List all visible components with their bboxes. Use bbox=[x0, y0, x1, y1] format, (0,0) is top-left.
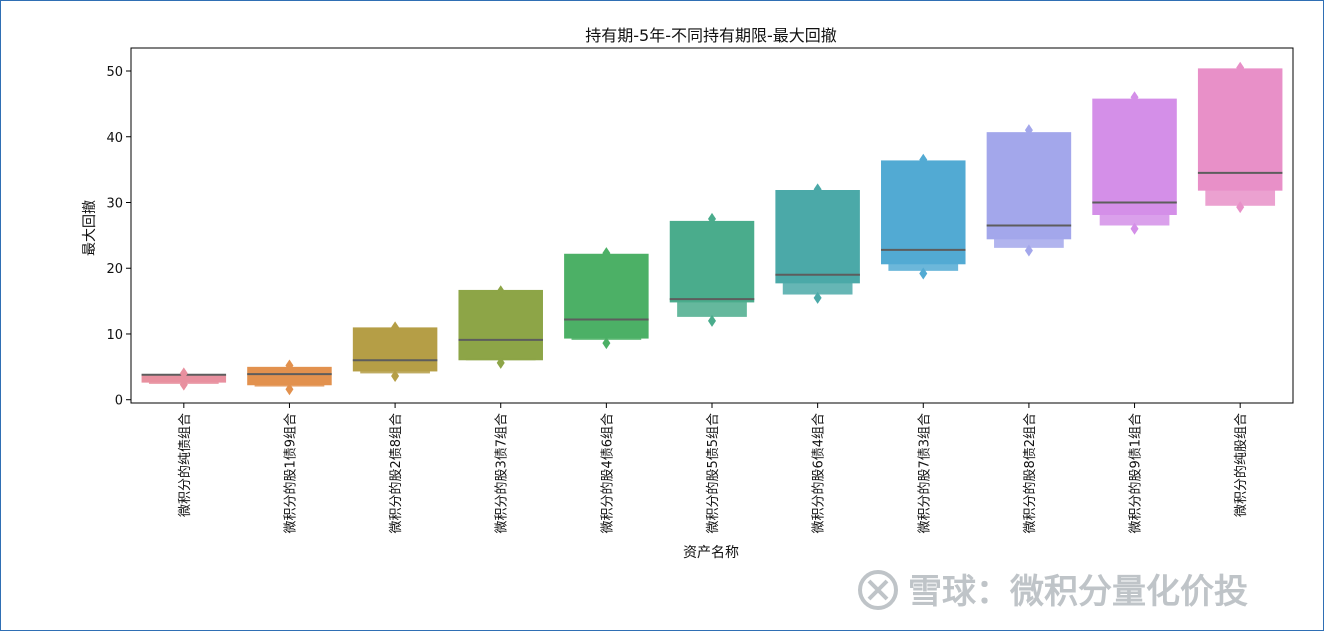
outlier-marker bbox=[1130, 222, 1139, 235]
y-axis-label: 最大回撤 bbox=[82, 200, 98, 256]
x-tick-label: 微积分的股4债6组合 bbox=[599, 413, 615, 534]
outlier-marker bbox=[1130, 91, 1139, 104]
box-level bbox=[352, 327, 438, 372]
box-level bbox=[888, 263, 959, 271]
outlier-marker bbox=[602, 337, 611, 350]
outlier-marker bbox=[1236, 201, 1245, 214]
x-tick-label: 微积分的股1债9组合 bbox=[282, 413, 298, 534]
x-axis-label: 资产名称 bbox=[683, 545, 739, 561]
x-tick-label: 微积分的股6债4组合 bbox=[811, 413, 827, 534]
box-level bbox=[564, 253, 649, 339]
outlier-marker bbox=[1024, 124, 1033, 137]
outlier-marker bbox=[919, 153, 928, 166]
y-tick-label: 10 bbox=[106, 328, 123, 343]
box-level bbox=[1197, 68, 1283, 191]
chart-title: 持有期-5年-不同持有期限-最大回撤 bbox=[585, 26, 837, 45]
x-tick-label: 微积分的股5债5组合 bbox=[705, 413, 721, 534]
x-tick-label: 微积分的股7债3组合 bbox=[916, 413, 932, 534]
outlier-marker bbox=[179, 378, 188, 391]
box-level bbox=[994, 238, 1064, 248]
box-level bbox=[677, 301, 747, 317]
outlier-marker bbox=[496, 285, 505, 298]
box-level bbox=[1205, 190, 1276, 206]
outlier-marker bbox=[391, 370, 400, 383]
x-tick-label: 微积分的股3债7组合 bbox=[494, 413, 510, 534]
outlier-marker bbox=[496, 356, 505, 369]
y-tick-label: 30 bbox=[106, 196, 123, 211]
x-tick-label: 微积分的股2债8组合 bbox=[388, 413, 404, 534]
box-level bbox=[775, 190, 860, 284]
outlier-marker bbox=[1236, 61, 1245, 74]
xueqiu-logo-icon bbox=[858, 570, 898, 610]
outlier-marker bbox=[179, 367, 188, 380]
y-tick-label: 20 bbox=[106, 262, 123, 277]
outlier-marker bbox=[708, 212, 716, 225]
outlier-marker bbox=[602, 247, 611, 260]
outlier-marker bbox=[1024, 244, 1033, 257]
y-tick-label: 0 bbox=[115, 394, 123, 409]
box-level bbox=[986, 132, 1072, 240]
x-tick-label: 微积分的纯股组合 bbox=[1233, 413, 1249, 517]
watermark-text: 雪球：微积分量化价投 bbox=[908, 572, 1248, 612]
outlier-marker bbox=[391, 321, 400, 334]
box-level bbox=[782, 282, 853, 295]
x-tick-label: 微积分的股9债1组合 bbox=[1128, 413, 1144, 534]
outlier-marker bbox=[813, 291, 822, 304]
y-tick-label: 50 bbox=[106, 65, 123, 80]
outlier-marker bbox=[285, 383, 294, 396]
box-level bbox=[247, 366, 332, 386]
y-tick-label: 40 bbox=[106, 131, 123, 146]
box-level bbox=[1099, 214, 1170, 226]
plot-area: 0 10 20 30 40 50 微积分的纯债组合 微积分的股1债9组合 微积分的股2债8组合 微… bbox=[106, 47, 1294, 534]
outlier-marker bbox=[813, 183, 822, 196]
box-level bbox=[1092, 98, 1177, 215]
outlier-marker bbox=[708, 314, 716, 327]
box-level bbox=[458, 289, 543, 361]
x-tick-label: 微积分的股8债2组合 bbox=[1022, 413, 1038, 534]
watermark: 雪球：微积分量化价投 bbox=[858, 570, 1248, 612]
box-level bbox=[881, 160, 966, 265]
box-level bbox=[669, 220, 755, 303]
outlier-marker bbox=[919, 267, 928, 280]
x-tick-label: 微积分的纯债组合 bbox=[177, 413, 193, 517]
outlier-marker bbox=[285, 359, 294, 372]
